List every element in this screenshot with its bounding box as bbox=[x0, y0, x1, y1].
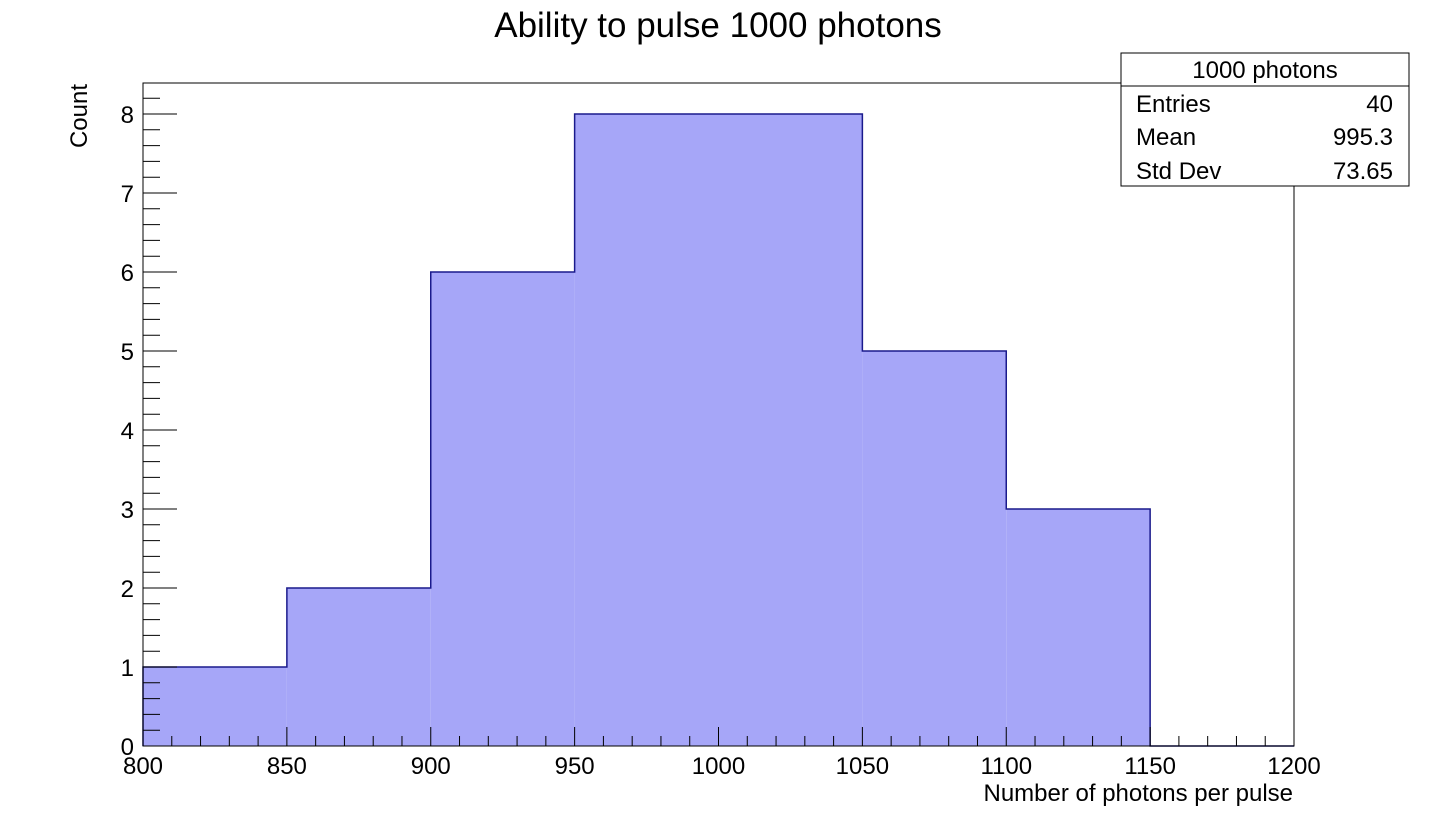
x-tick-label: 950 bbox=[555, 753, 595, 780]
y-tick-label: 5 bbox=[121, 339, 134, 366]
y-tick-label: 1 bbox=[121, 655, 134, 682]
histogram-bars bbox=[142, 113, 1294, 747]
stats-stddev-value: 73.65 bbox=[1333, 158, 1393, 185]
histogram-bar bbox=[143, 667, 287, 746]
x-tick-label: 1000 bbox=[692, 753, 745, 780]
histogram-bar bbox=[574, 114, 719, 746]
x-tick-label: 850 bbox=[267, 753, 307, 780]
y-tick-label: 6 bbox=[121, 260, 134, 287]
y-tick-label: 8 bbox=[121, 102, 134, 129]
x-tick-label: 800 bbox=[123, 753, 163, 780]
histogram-bar bbox=[718, 114, 863, 746]
y-tick-label: 7 bbox=[121, 181, 134, 208]
stats-stddev-label: Std Dev bbox=[1136, 158, 1221, 185]
x-tick-label: 1150 bbox=[1124, 753, 1176, 780]
histogram-bar bbox=[286, 588, 431, 746]
histogram-bar bbox=[1006, 509, 1151, 746]
y-tick-label: 2 bbox=[121, 576, 134, 603]
y-axis-label: Count bbox=[66, 84, 93, 148]
histogram-outline bbox=[142, 113, 1294, 747]
x-axis-label: Number of photons per pulse bbox=[983, 780, 1293, 807]
y-tick-label: 4 bbox=[121, 418, 134, 445]
stats-box: 1000 photons Entries 40 Mean 995.3 Std D… bbox=[1120, 52, 1410, 187]
y-axis: 0 1 2 3 4 5 6 7 8 bbox=[121, 97, 177, 761]
x-axis: 800 850 900 950 1000 1050 1100 1150 1200 bbox=[123, 727, 1321, 780]
x-tick-label: 900 bbox=[411, 753, 451, 780]
y-tick-label: 0 bbox=[121, 734, 134, 761]
stats-entries-value: 40 bbox=[1366, 91, 1393, 118]
x-tick-label: 1200 bbox=[1267, 753, 1320, 780]
stats-entries-label: Entries bbox=[1136, 91, 1211, 118]
stats-box-title: 1000 photons bbox=[1192, 57, 1337, 84]
stats-box-frame bbox=[1120, 52, 1410, 187]
x-tick-label: 1050 bbox=[836, 753, 889, 780]
y-tick-label: 3 bbox=[121, 497, 134, 524]
histogram-bar bbox=[430, 272, 575, 746]
histogram-bar bbox=[862, 351, 1007, 746]
stats-mean-value: 995.3 bbox=[1333, 124, 1393, 151]
stats-mean-label: Mean bbox=[1136, 124, 1196, 151]
x-tick-label: 1100 bbox=[980, 753, 1032, 780]
chart-title: Ability to pulse 1000 photons bbox=[494, 6, 942, 45]
